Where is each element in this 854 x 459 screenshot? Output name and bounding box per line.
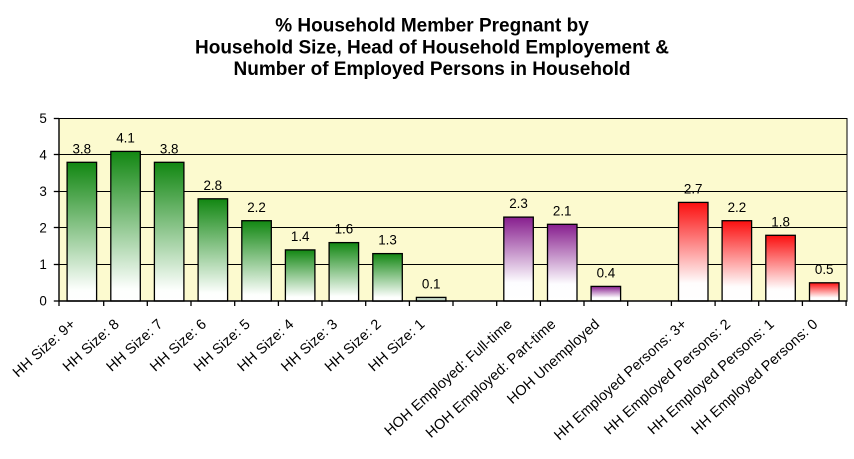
svg-text:0: 0 xyxy=(39,293,46,308)
svg-text:0.4: 0.4 xyxy=(597,266,616,281)
svg-text:4.1: 4.1 xyxy=(116,131,135,146)
svg-text:0.5: 0.5 xyxy=(815,262,834,277)
svg-text:3.8: 3.8 xyxy=(72,141,91,156)
svg-text:1.8: 1.8 xyxy=(771,214,790,229)
svg-text:1.4: 1.4 xyxy=(291,229,310,244)
svg-text:2.8: 2.8 xyxy=(203,178,222,193)
svg-text:4: 4 xyxy=(39,147,47,162)
svg-text:% Household Member Pregnant by: % Household Member Pregnant by xyxy=(275,15,589,36)
svg-text:2: 2 xyxy=(39,220,46,235)
svg-text:1: 1 xyxy=(39,257,46,272)
svg-text:1.6: 1.6 xyxy=(335,222,354,237)
svg-text:2.2: 2.2 xyxy=(728,200,747,215)
svg-text:3.8: 3.8 xyxy=(160,141,179,156)
svg-text:2.2: 2.2 xyxy=(247,200,266,215)
svg-text:2.7: 2.7 xyxy=(684,182,703,197)
svg-text:Household Size, Head of Househ: Household Size, Head of Household Employ… xyxy=(195,38,669,59)
svg-text:5: 5 xyxy=(39,111,46,126)
svg-text:2.3: 2.3 xyxy=(509,196,528,211)
svg-text:0.1: 0.1 xyxy=(422,277,441,292)
svg-text:1.3: 1.3 xyxy=(378,233,397,248)
svg-text:3: 3 xyxy=(39,184,46,199)
svg-text:2.1: 2.1 xyxy=(553,203,572,218)
svg-text:Number of Employed Persons in: Number of Employed Persons in Household xyxy=(234,59,631,80)
